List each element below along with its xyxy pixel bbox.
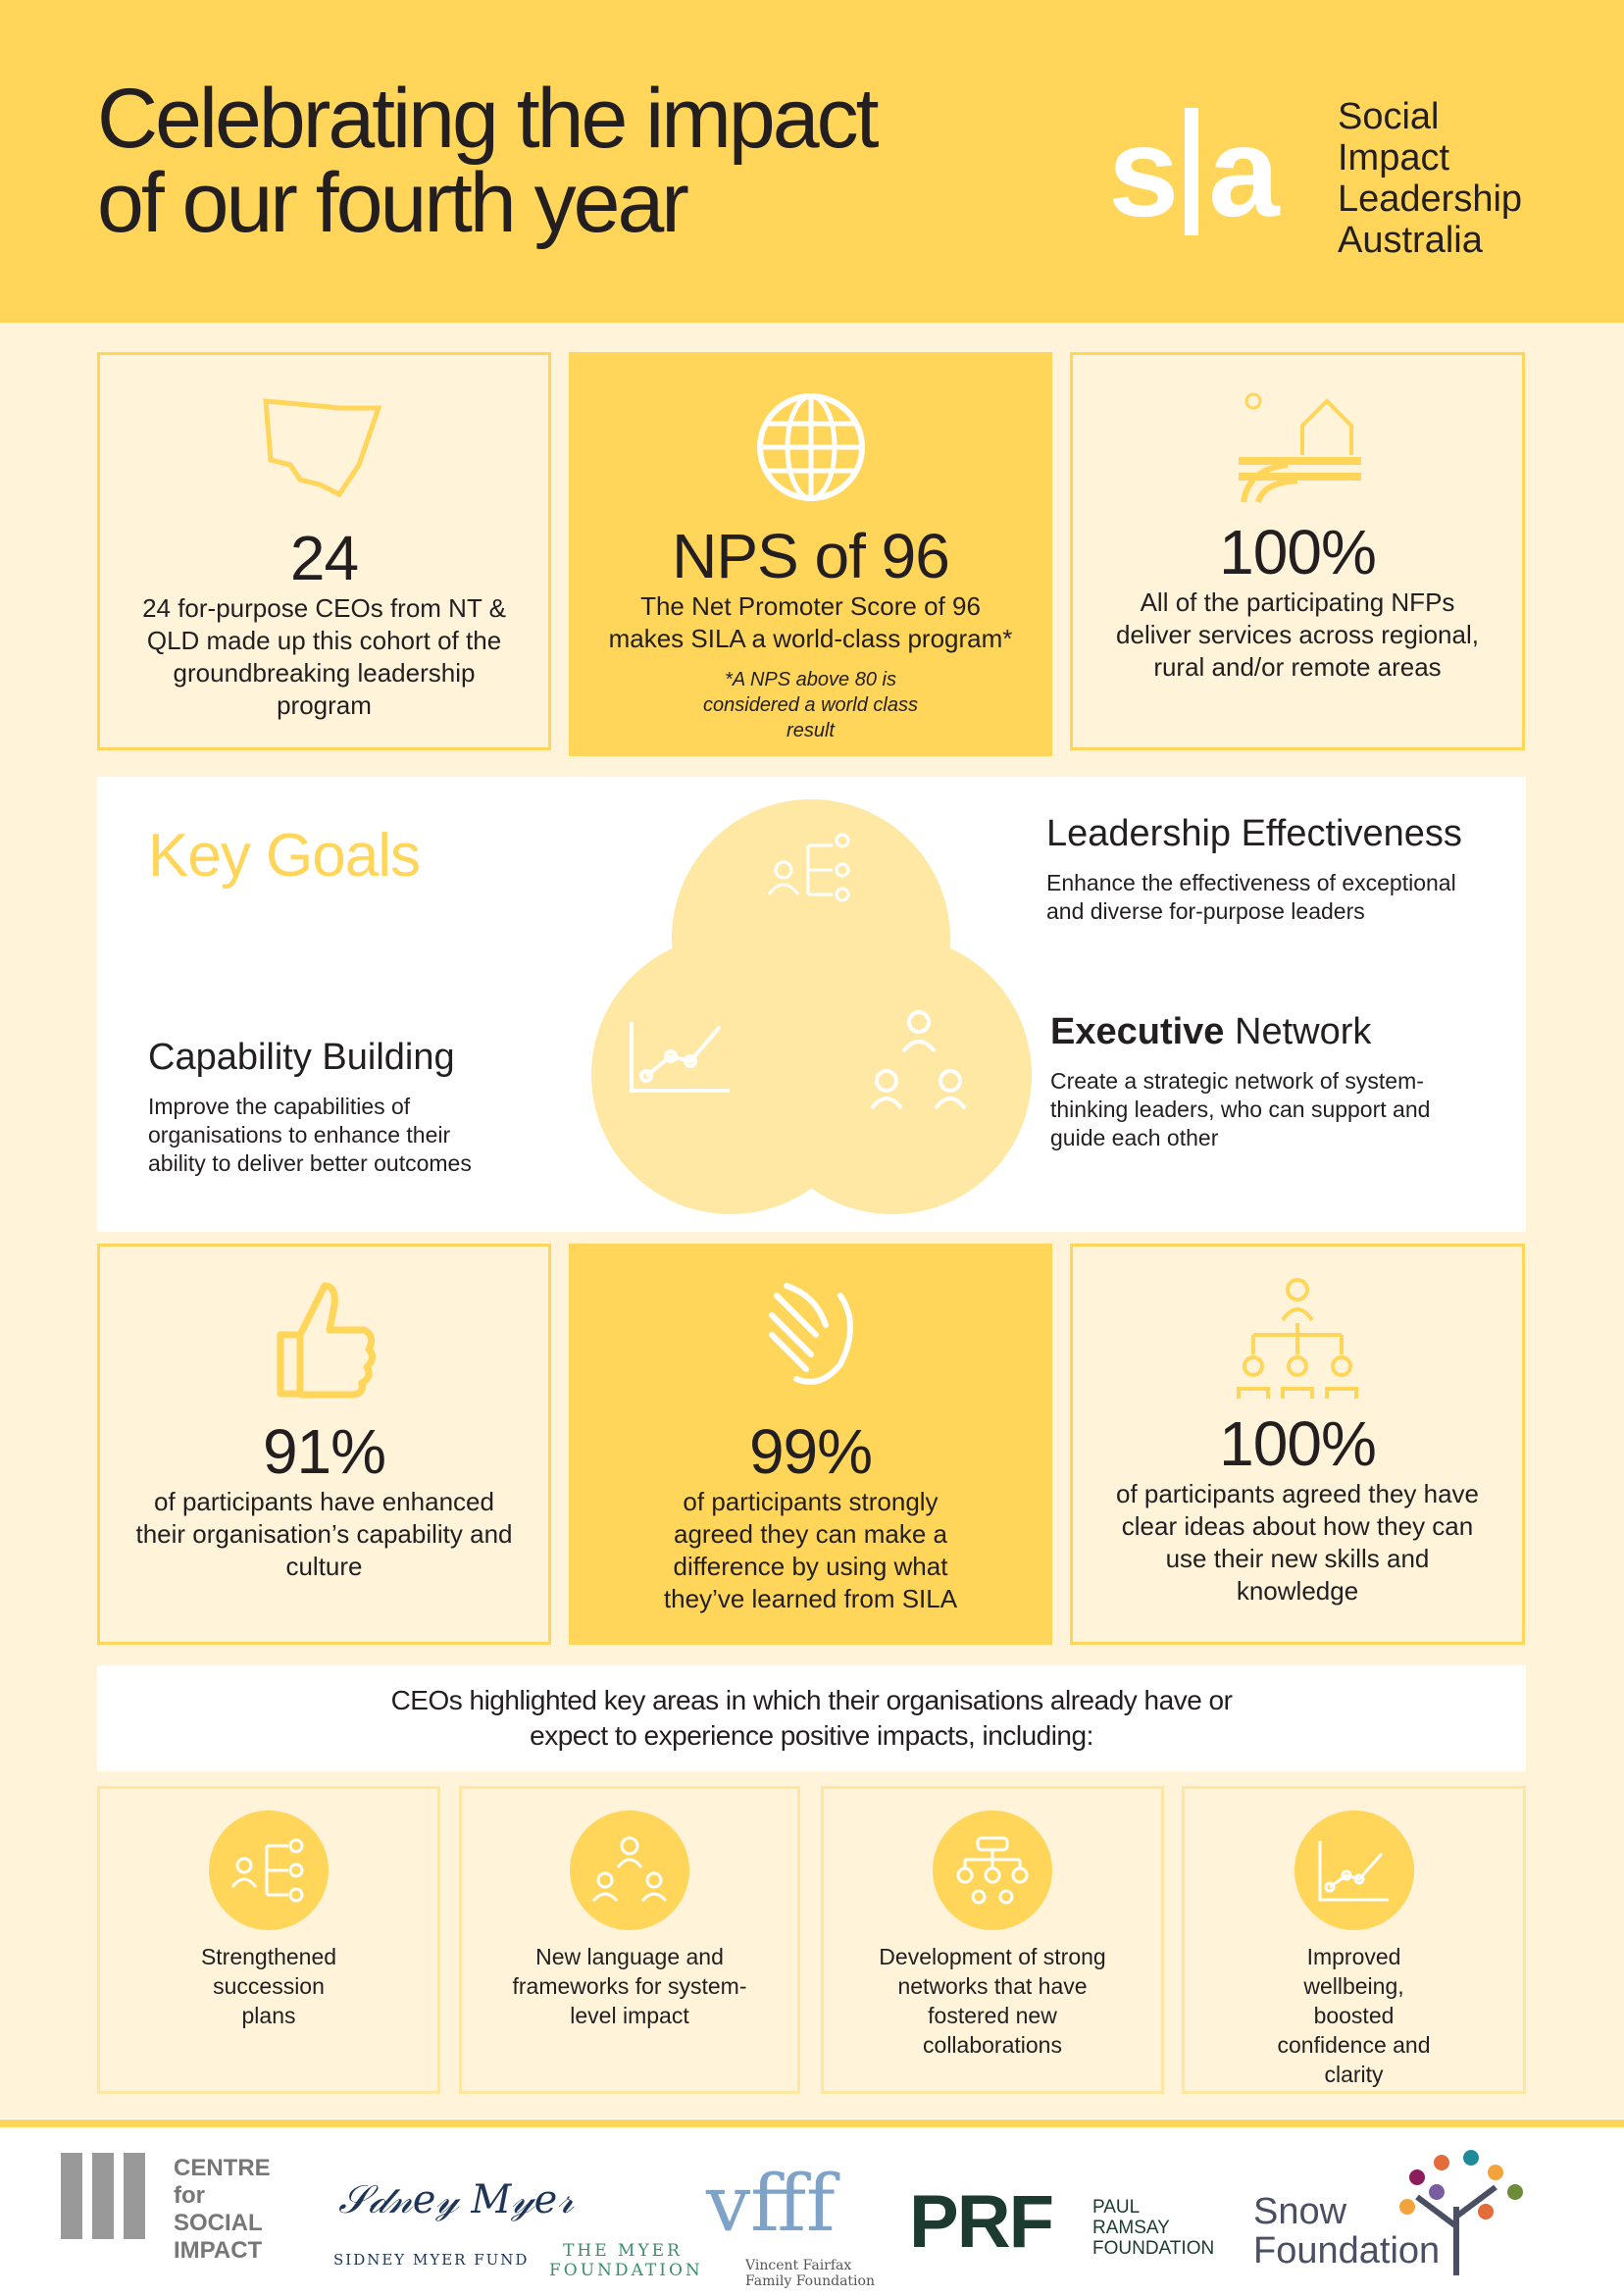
stat-value: 100% bbox=[1219, 517, 1377, 587]
logo-line: Impact bbox=[1338, 137, 1450, 179]
stat-desc: of participants agreed they have clear i… bbox=[1115, 1479, 1480, 1606]
prf-logo-text: PAUL RAMSAY FOUNDATION bbox=[1092, 2197, 1215, 2259]
goal-capability: Capability Building Improve the capabili… bbox=[148, 1036, 501, 1178]
network-people-icon bbox=[870, 1010, 967, 1110]
goal-title: Capability Building bbox=[148, 1037, 455, 1078]
globe-icon bbox=[756, 393, 865, 501]
growth-chart-icon bbox=[630, 1022, 730, 1093]
goal-desc: Enhance the effectiveness of exceptional… bbox=[1046, 870, 1456, 924]
hierarchy-icon bbox=[933, 1811, 1052, 1930]
impacts-intro-panel: CEOs highlighted key areas in which thei… bbox=[97, 1665, 1526, 1771]
key-goals-heading: Key Goals bbox=[148, 822, 421, 890]
header-banner bbox=[0, 0, 1624, 323]
stat-desc: All of the participating NFPs deliver se… bbox=[1116, 587, 1479, 682]
impacts-intro: CEOs highlighted key areas in which thei… bbox=[390, 1685, 1233, 1751]
page-title: Celebrating the impact of our fourth year bbox=[97, 72, 879, 250]
stat-footnote: *A NPS above 80 is considered a world cl… bbox=[703, 669, 918, 741]
key-goals-panel: Key Goals Leadership Effectiveness Enhan… bbox=[97, 777, 1526, 1232]
stat-card-difference: 99% of participants strongly agreed they… bbox=[569, 1244, 1052, 1645]
snow-foundation-logo: Snow Foundation bbox=[1253, 2191, 1441, 2271]
stat-desc: The Net Promoter Score of 96 makes SILA … bbox=[608, 591, 1013, 653]
impact-card: Strengthened succession plans bbox=[97, 1786, 440, 2094]
title-line: of our fourth year bbox=[97, 156, 689, 250]
org-chart-icon bbox=[1237, 1278, 1358, 1399]
impact-card: New language and frameworks for system-l… bbox=[459, 1786, 800, 2094]
venn-diagram bbox=[591, 799, 1032, 1214]
goal-title: Leadership Effectiveness bbox=[1046, 813, 1462, 854]
prf-logo: PRF bbox=[909, 2180, 1054, 2264]
csi-logo-text: CENTRE for SOCIAL IMPACT bbox=[174, 2155, 271, 2264]
stat-value: NPS of 96 bbox=[672, 521, 950, 591]
stat-value: 24 bbox=[289, 523, 359, 593]
logo-line: Australia bbox=[1338, 220, 1483, 261]
nsw-map-icon bbox=[262, 398, 382, 498]
impact-label: Development of strong networks that have… bbox=[879, 1944, 1106, 2058]
title-line: Celebrating the impact bbox=[97, 72, 879, 166]
network-people-icon bbox=[570, 1811, 689, 1930]
logo-text: Social Impact Leadership Australia bbox=[1338, 96, 1522, 261]
goal-title-bold: Executive bbox=[1050, 1011, 1225, 1052]
impact-card: Development of strong networks that have… bbox=[821, 1786, 1164, 2094]
growth-chart-icon bbox=[1294, 1811, 1414, 1930]
goal-title: Network bbox=[1224, 1011, 1372, 1052]
farm-house-icon bbox=[1239, 392, 1361, 503]
logo-line: Leadership bbox=[1338, 179, 1523, 220]
goal-network: Executive Network Create a strategic net… bbox=[1050, 1010, 1482, 1152]
stat-card-nps: NPS of 96 The Net Promoter Score of 96 m… bbox=[569, 352, 1052, 756]
stat-value: 99% bbox=[748, 1416, 873, 1487]
impact-card: Improved wellbeing, boosted confidence a… bbox=[1182, 1786, 1526, 2094]
sidney-myer-logo: SIDNEY MYER FUND bbox=[333, 2251, 530, 2269]
impact-label: Strengthened succession plans bbox=[200, 1944, 337, 2028]
stat-card-ceos: 24 24 for-purpose CEOs from NT & QLD mad… bbox=[97, 352, 551, 750]
myer-foundation-logo: THE MYER FOUNDATION bbox=[549, 2241, 703, 2280]
footer-divider bbox=[0, 2119, 1624, 2127]
logo-line: Social bbox=[1338, 96, 1440, 137]
tree-icon bbox=[1399, 2150, 1523, 2275]
goal-leadership: Leadership Effectiveness Enhance the eff… bbox=[1046, 812, 1497, 926]
impact-label: New language and frameworks for system-l… bbox=[512, 1944, 747, 2028]
handshake-icon bbox=[768, 1283, 853, 1385]
goal-desc: Improve the capabilities of organisation… bbox=[148, 1094, 472, 1176]
stat-desc: of participants have enhanced their orga… bbox=[135, 1487, 513, 1581]
stat-desc: 24 for-purpose CEOs from NT & QLD made u… bbox=[142, 593, 506, 720]
goal-desc: Create a strategic network of system-thi… bbox=[1050, 1068, 1431, 1150]
vfff-logo: Vincent Fairfax Family Foundation bbox=[745, 2258, 875, 2289]
stat-value: 100% bbox=[1219, 1408, 1377, 1479]
stat-card-regional: 100% All of the participating NFPs deliv… bbox=[1070, 352, 1525, 750]
stat-value: 91% bbox=[262, 1416, 386, 1487]
stat-desc: of participants strongly agreed they can… bbox=[663, 1487, 958, 1613]
impact-label: Improved wellbeing, boosted confidence a… bbox=[1277, 1944, 1431, 2087]
succession-icon bbox=[209, 1811, 329, 1930]
succession-icon bbox=[767, 833, 850, 902]
stat-card-skills: 100% of participants agreed they have cl… bbox=[1070, 1244, 1525, 1645]
thumbs-up-icon bbox=[277, 1282, 376, 1399]
footer bbox=[0, 2118, 1624, 2296]
stat-card-capability: 91% of participants have enhanced their … bbox=[97, 1244, 551, 1645]
